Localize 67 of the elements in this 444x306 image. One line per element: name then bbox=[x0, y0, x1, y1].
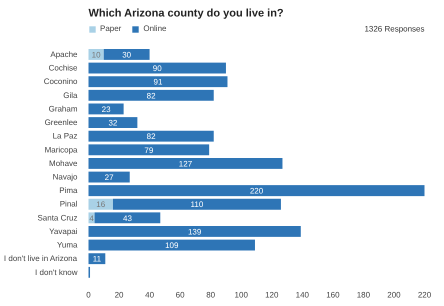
y-tick-label: Pima bbox=[59, 186, 78, 196]
bar bbox=[88, 172, 130, 182]
data-label: 32 bbox=[108, 118, 118, 128]
text: 1326 Responses bbox=[364, 24, 425, 34]
y-tick-label: Navajo bbox=[52, 172, 78, 182]
data-label: 30 bbox=[122, 50, 132, 60]
y-tick-label: Cochise bbox=[48, 64, 78, 73]
data-label: 82 bbox=[146, 132, 156, 142]
bar bbox=[88, 62, 226, 74]
bar bbox=[112, 198, 281, 210]
legend-label: Online bbox=[143, 24, 166, 33]
y-tick-label: Yuma bbox=[57, 240, 78, 250]
bar bbox=[88, 158, 282, 169]
data-label: 23 bbox=[102, 104, 112, 114]
data-label: 4 bbox=[89, 214, 94, 223]
y-tick-label: La Paz bbox=[52, 132, 78, 141]
data-label: 90 bbox=[152, 64, 162, 74]
data-label: 110 bbox=[190, 200, 204, 210]
data-label: 127 bbox=[178, 159, 193, 168]
y-tick-label: Graham bbox=[48, 104, 78, 114]
y-tick-label: Maricopa bbox=[44, 145, 78, 154]
data-label: 79 bbox=[144, 146, 154, 155]
y-tick-label: Gila bbox=[63, 90, 78, 100]
legend-label: Paper bbox=[100, 24, 122, 33]
y-tick-label: Apache bbox=[50, 50, 78, 59]
y-tick-label: I don't live in Arizona bbox=[4, 254, 78, 264]
bar bbox=[88, 117, 138, 128]
y-tick-label: Coconino bbox=[44, 77, 78, 86]
y-tick-label: Mohave bbox=[49, 158, 78, 168]
bar bbox=[88, 226, 301, 237]
data-label: 10 bbox=[92, 50, 102, 60]
bar bbox=[88, 130, 214, 142]
y-tick-label: Pinal bbox=[60, 200, 78, 209]
x-tick-label: 0 bbox=[86, 290, 92, 300]
x-tick-label: 140 bbox=[296, 290, 310, 300]
y-tick-label: Greenlee bbox=[44, 118, 78, 128]
bar bbox=[88, 103, 124, 114]
data-label: 43 bbox=[122, 214, 132, 223]
bar bbox=[88, 76, 228, 88]
x-tick-label: 20 bbox=[114, 290, 124, 300]
x-tick-label: 40 bbox=[145, 290, 155, 300]
data-label: 27 bbox=[104, 173, 114, 182]
bar bbox=[88, 90, 214, 101]
bar bbox=[94, 212, 160, 224]
x-tick-label: 60 bbox=[176, 290, 186, 300]
y-tick-label: I don't know bbox=[35, 268, 78, 277]
data-label: 82 bbox=[146, 91, 156, 100]
bar bbox=[88, 185, 424, 196]
x-tick-label: 80 bbox=[206, 290, 216, 300]
data-label: 11 bbox=[92, 254, 102, 264]
x-tick-label: 200 bbox=[387, 290, 402, 300]
data-label: 16 bbox=[96, 200, 106, 210]
chart-title: Which Arizona county do you live in? bbox=[88, 8, 284, 20]
data-label: 220 bbox=[250, 186, 264, 196]
data-label: 109 bbox=[165, 241, 179, 250]
x-tick-label: 100 bbox=[234, 290, 248, 300]
x-tick-label: 160 bbox=[326, 290, 340, 300]
bar bbox=[88, 240, 255, 251]
bar bbox=[88, 144, 210, 156]
y-tick-label: Yavapai bbox=[49, 226, 78, 236]
x-tick-label: 120 bbox=[265, 290, 279, 300]
x-tick-label: 220 bbox=[418, 290, 432, 300]
y-tick-label: Santa Cruz bbox=[37, 213, 78, 222]
bar bbox=[104, 49, 150, 60]
data-label: 91 bbox=[154, 78, 163, 87]
data-label: 139 bbox=[188, 227, 202, 236]
x-tick-label: 180 bbox=[356, 290, 371, 300]
